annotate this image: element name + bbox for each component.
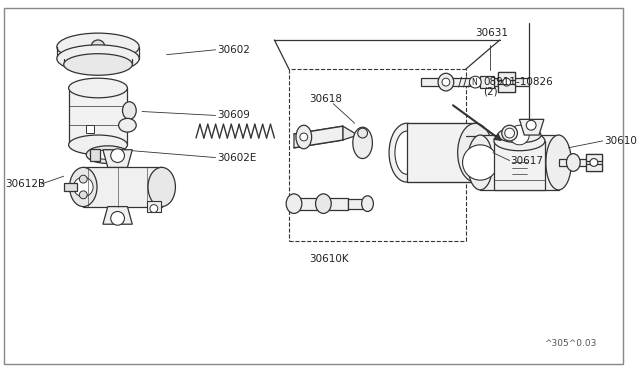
Text: 30631: 30631	[476, 28, 508, 38]
Bar	[64, 183, 77, 191]
Ellipse shape	[286, 194, 302, 214]
Ellipse shape	[64, 54, 132, 75]
Bar	[406, 123, 476, 182]
Bar	[480, 76, 494, 88]
Ellipse shape	[438, 73, 454, 91]
Ellipse shape	[494, 131, 545, 151]
Ellipse shape	[467, 135, 493, 190]
Ellipse shape	[389, 123, 424, 182]
Text: 30612B: 30612B	[5, 179, 45, 189]
Text: 08911-10826: 08911-10826	[483, 77, 553, 87]
Text: 30602E: 30602E	[218, 153, 257, 163]
Ellipse shape	[95, 150, 120, 160]
Ellipse shape	[148, 167, 175, 206]
Ellipse shape	[70, 167, 97, 206]
Polygon shape	[520, 119, 544, 135]
Text: 30610K: 30610K	[308, 254, 348, 263]
Text: 30602: 30602	[218, 45, 250, 55]
Text: (2): (2)	[483, 87, 498, 97]
Ellipse shape	[546, 135, 572, 190]
Ellipse shape	[57, 33, 139, 61]
Ellipse shape	[118, 118, 136, 132]
Circle shape	[79, 175, 87, 183]
Bar	[294, 198, 348, 209]
Bar	[586, 154, 602, 171]
Bar	[348, 199, 367, 209]
Circle shape	[358, 128, 367, 138]
Circle shape	[469, 76, 481, 88]
Circle shape	[150, 205, 158, 212]
Ellipse shape	[316, 194, 332, 214]
Ellipse shape	[458, 123, 493, 182]
Circle shape	[79, 191, 87, 199]
Bar	[86, 125, 94, 133]
Ellipse shape	[395, 131, 419, 174]
Polygon shape	[103, 206, 132, 224]
Polygon shape	[103, 150, 132, 167]
Ellipse shape	[57, 45, 139, 72]
Ellipse shape	[362, 196, 373, 211]
Circle shape	[526, 120, 536, 130]
Circle shape	[503, 78, 511, 86]
Bar	[421, 78, 529, 86]
Ellipse shape	[566, 154, 580, 171]
Text: 30617: 30617	[511, 155, 543, 166]
Bar	[480, 135, 559, 190]
Bar	[559, 158, 593, 166]
Bar	[498, 84, 515, 92]
Circle shape	[300, 133, 308, 141]
Bar	[498, 72, 515, 80]
Circle shape	[502, 125, 518, 141]
Ellipse shape	[68, 78, 127, 98]
Bar	[498, 72, 515, 92]
Text: N: N	[472, 78, 477, 87]
Text: 30618: 30618	[308, 94, 342, 104]
Circle shape	[505, 128, 515, 138]
Ellipse shape	[68, 135, 127, 155]
Circle shape	[111, 211, 124, 225]
Bar	[586, 164, 602, 171]
Polygon shape	[343, 126, 358, 140]
Text: 30610: 30610	[604, 136, 637, 146]
Ellipse shape	[498, 127, 541, 143]
Text: 30609: 30609	[218, 110, 250, 121]
Ellipse shape	[122, 102, 136, 119]
Circle shape	[111, 149, 124, 163]
Bar	[586, 154, 602, 161]
Polygon shape	[294, 126, 343, 148]
Ellipse shape	[296, 125, 312, 149]
Text: ^305^0.03: ^305^0.03	[544, 339, 596, 348]
Bar	[147, 201, 161, 212]
Bar	[83, 167, 162, 206]
Circle shape	[442, 78, 450, 86]
Bar	[494, 141, 545, 190]
Circle shape	[74, 177, 93, 197]
Ellipse shape	[86, 146, 129, 163]
Circle shape	[91, 40, 105, 54]
Bar	[90, 149, 100, 161]
Bar	[68, 88, 127, 145]
Ellipse shape	[353, 127, 372, 158]
Circle shape	[463, 145, 498, 180]
Circle shape	[509, 125, 529, 145]
Circle shape	[590, 158, 598, 166]
